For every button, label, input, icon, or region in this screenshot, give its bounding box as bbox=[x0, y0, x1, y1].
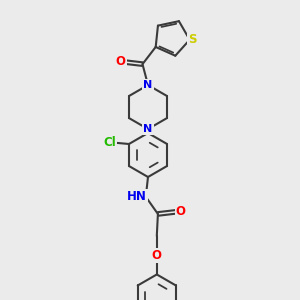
Text: S: S bbox=[188, 33, 197, 46]
Text: O: O bbox=[116, 56, 126, 68]
Text: HN: HN bbox=[127, 190, 147, 203]
Text: O: O bbox=[176, 205, 186, 218]
Text: O: O bbox=[152, 249, 162, 262]
Text: N: N bbox=[143, 80, 153, 90]
Text: N: N bbox=[143, 124, 153, 134]
Text: Cl: Cl bbox=[103, 136, 116, 149]
